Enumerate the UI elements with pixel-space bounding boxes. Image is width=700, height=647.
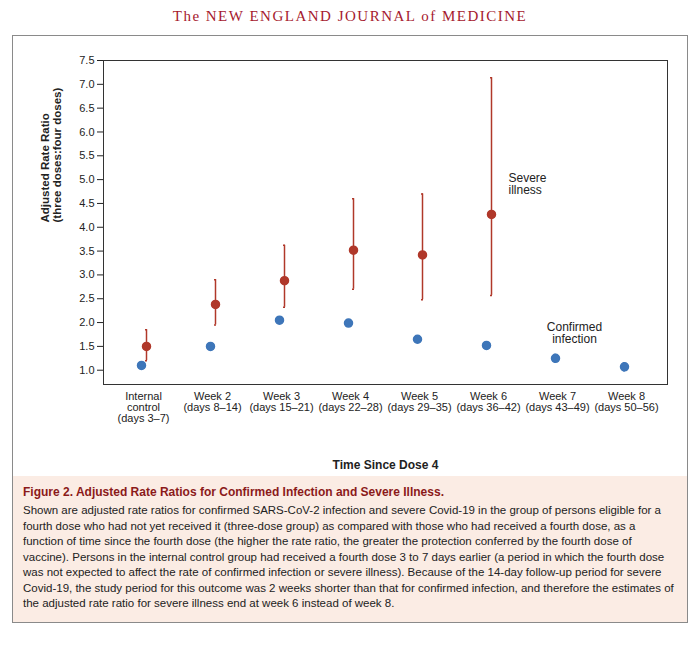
svg-text:Week 3(days 15–21): Week 3(days 15–21) <box>249 390 313 413</box>
svg-text:Week 4(days 22–28): Week 4(days 22–28) <box>318 390 382 413</box>
svg-text:Week 5(days 29–35): Week 5(days 29–35) <box>387 390 451 413</box>
svg-text:4.5: 4.5 <box>79 197 94 209</box>
svg-text:Week 7(days 43–49): Week 7(days 43–49) <box>525 390 589 413</box>
html-text:The NEW ENGLAND JOURNAL of MED: The NEW ENGLAND JOURNAL of MEDICINE <box>172 8 528 24</box>
svg-text:5.5: 5.5 <box>79 149 94 161</box>
svg-text:Time Since Dose 4: Time Since Dose 4 <box>333 458 439 472</box>
svg-text:2.0: 2.0 <box>79 316 94 328</box>
svg-text:3.5: 3.5 <box>79 245 94 257</box>
svg-text:5.0: 5.0 <box>79 173 94 185</box>
svg-text:Week 2(days 8–14): Week 2(days 8–14) <box>183 390 241 413</box>
svg-text:7.0: 7.0 <box>79 78 94 90</box>
svg-text:6.0: 6.0 <box>79 125 94 137</box>
svg-text:7.5: 7.5 <box>79 54 94 66</box>
html-text:Figure 2. Adjusted Rate Ratios: Figure 2. Adjusted Rate Ratios for Confi… <box>23 485 444 499</box>
svg-text:Week 8(days 50–56): Week 8(days 50–56) <box>594 390 658 413</box>
svg-text:1.0: 1.0 <box>79 364 94 376</box>
svg-text:6.5: 6.5 <box>79 102 94 114</box>
svg-text:3.0: 3.0 <box>79 268 94 280</box>
svg-text:Confirmedinfection: Confirmedinfection <box>547 320 602 346</box>
svg-text:Internalcontrol(days 3–7): Internalcontrol(days 3–7) <box>118 390 170 424</box>
html-text:Shown are adjusted rate ratios: Shown are adjusted rate ratios for confi… <box>23 504 674 610</box>
svg-text:Week 6(days 36–42): Week 6(days 36–42) <box>456 390 520 413</box>
svg-text:Adjusted Rate Ratio(three dose: Adjusted Rate Ratio(three doses:four dos… <box>39 88 63 223</box>
svg-text:4.0: 4.0 <box>79 221 94 233</box>
svg-text:1.5: 1.5 <box>79 340 94 352</box>
svg-text:Severeillness: Severeillness <box>509 171 547 197</box>
svg-text:2.5: 2.5 <box>79 292 94 304</box>
